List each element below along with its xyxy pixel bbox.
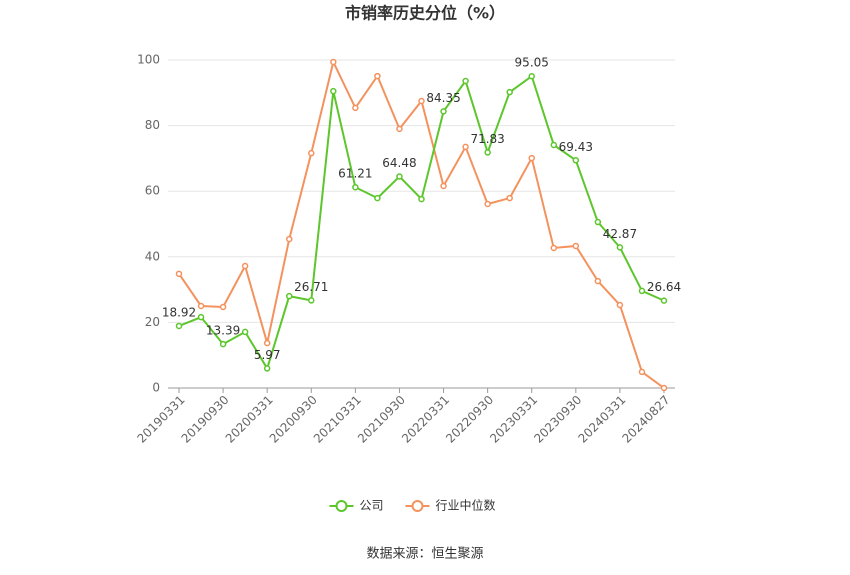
series-line	[178, 59, 665, 389]
point	[638, 368, 646, 376]
y-tick-label: 0	[152, 381, 160, 395]
data-label: 71.83	[470, 132, 504, 146]
data-label: 13.39	[206, 324, 240, 338]
point	[396, 173, 403, 180]
point	[616, 244, 624, 251]
point	[175, 270, 183, 278]
data-label: 26.64	[647, 280, 681, 294]
point	[352, 104, 359, 112]
point	[506, 88, 513, 96]
point	[484, 149, 491, 156]
point	[418, 97, 425, 105]
point	[572, 242, 580, 250]
point	[660, 384, 668, 392]
point	[263, 339, 271, 347]
point	[638, 287, 646, 295]
point	[197, 313, 205, 321]
point	[462, 77, 469, 85]
y-tick-label: 40	[145, 249, 160, 263]
point	[197, 302, 205, 310]
source: 数据来源：恒生聚源	[366, 547, 483, 562]
point	[175, 322, 183, 330]
y-tick-label: 60	[145, 184, 160, 198]
data-label: 95.05	[515, 56, 549, 70]
data-label: 84.35	[426, 91, 460, 105]
legend-marker	[411, 500, 424, 512]
y-tick-label: 80	[145, 118, 160, 132]
point	[462, 143, 469, 151]
legend-label: 公司	[360, 499, 384, 513]
data-label: 64.48	[382, 156, 416, 170]
legend-item: 公司	[329, 499, 384, 513]
point	[374, 194, 381, 202]
point	[308, 149, 315, 157]
legend-marker	[335, 500, 348, 512]
point	[263, 365, 271, 372]
point	[572, 157, 580, 164]
point	[330, 58, 337, 66]
point	[550, 244, 558, 252]
point	[308, 297, 315, 304]
point	[660, 297, 668, 304]
point	[440, 182, 447, 190]
point	[528, 72, 535, 80]
point	[418, 195, 425, 203]
x-tick-label: 20240827	[620, 393, 673, 446]
data-label: 5.97	[254, 348, 281, 362]
point	[506, 194, 513, 202]
point	[330, 87, 337, 95]
point	[440, 108, 447, 115]
point	[396, 125, 403, 133]
point	[285, 235, 293, 243]
point	[550, 141, 558, 149]
data-label: 42.87	[603, 227, 637, 241]
legend-label: 行业中位数	[436, 498, 496, 513]
point	[241, 328, 249, 336]
chart-title: 市销率历史分位（%）	[345, 4, 505, 23]
y-tick-label: 20	[145, 315, 160, 329]
point	[374, 72, 381, 80]
point	[484, 200, 491, 208]
series-line	[178, 74, 665, 371]
point	[241, 262, 249, 270]
legend-item: 行业中位数	[405, 498, 496, 513]
data-label: 26.71	[294, 280, 328, 294]
point	[285, 292, 293, 300]
point	[594, 277, 602, 285]
data-label: 69.43	[559, 140, 593, 154]
point	[528, 154, 535, 162]
point	[219, 340, 227, 348]
y-tick-label: 100	[137, 53, 160, 67]
point	[594, 218, 602, 226]
data-label: 18.92	[162, 305, 196, 319]
point	[219, 303, 227, 311]
point	[616, 301, 624, 309]
data-label: 61.21	[338, 167, 372, 181]
point	[352, 183, 359, 191]
